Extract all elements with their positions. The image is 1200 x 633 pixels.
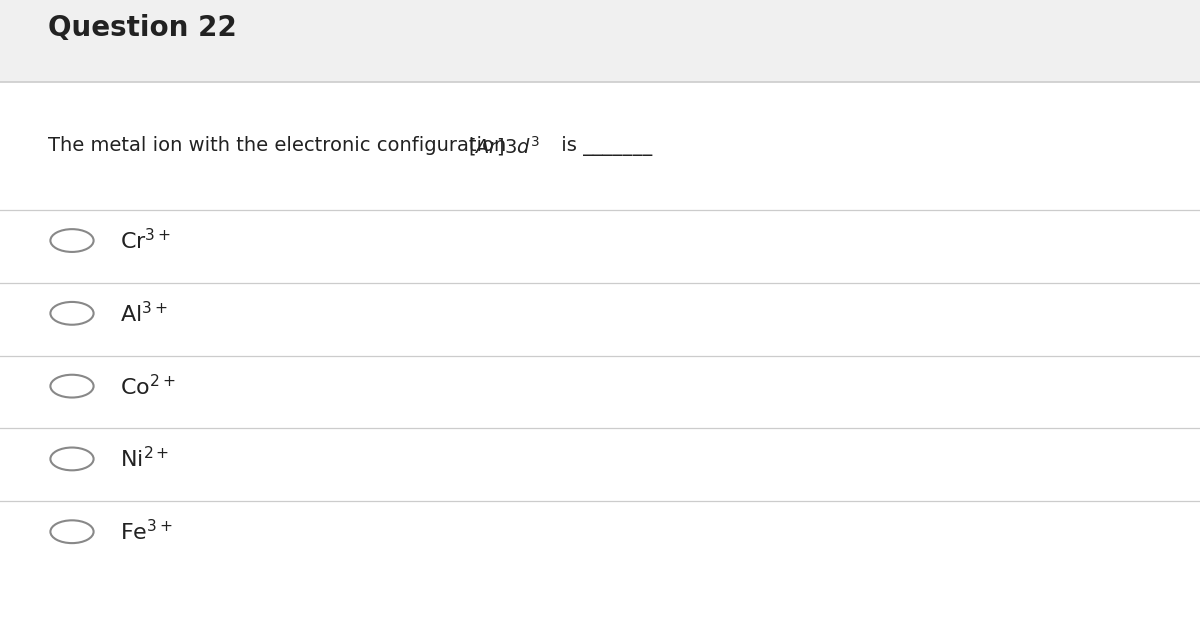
- Text: Ni$^{2+}$: Ni$^{2+}$: [120, 446, 169, 472]
- Text: Question 22: Question 22: [48, 15, 236, 42]
- Text: Cr$^{3+}$: Cr$^{3+}$: [120, 228, 172, 253]
- Text: Al$^{3+}$: Al$^{3+}$: [120, 301, 168, 326]
- Text: $\it{[Ar]3d}^{3}$: $\it{[Ar]3d}^{3}$: [468, 134, 541, 158]
- Text: Fe$^{3+}$: Fe$^{3+}$: [120, 519, 173, 544]
- FancyBboxPatch shape: [0, 0, 1200, 82]
- Text: is _______: is _______: [554, 135, 652, 156]
- Text: Co$^{2+}$: Co$^{2+}$: [120, 373, 175, 399]
- Text: The metal ion with the electronic configuration: The metal ion with the electronic config…: [48, 136, 512, 155]
